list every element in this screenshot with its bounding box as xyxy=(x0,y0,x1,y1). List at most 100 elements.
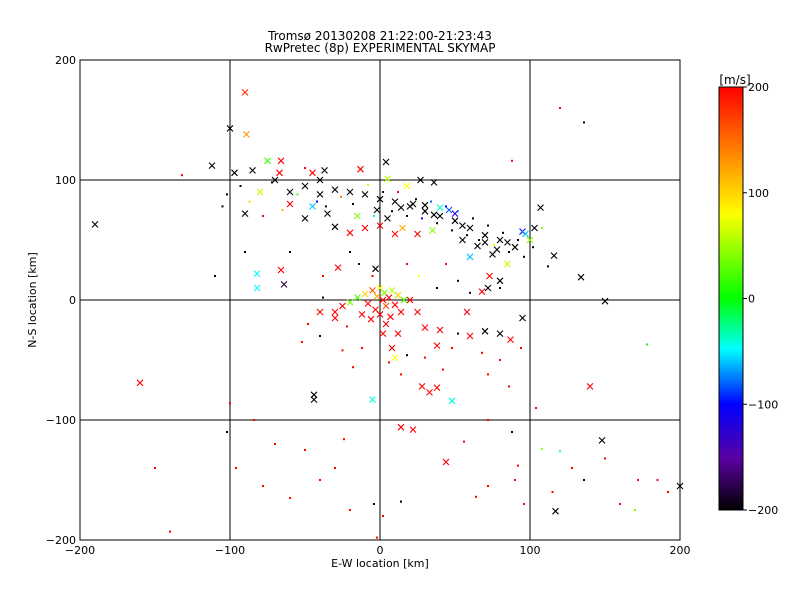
data-dot xyxy=(334,467,336,469)
data-dot xyxy=(463,440,465,443)
data-point xyxy=(331,186,339,193)
colorbar-ticks: 200 100 0 −100 −200 xyxy=(743,81,778,517)
data-dot xyxy=(523,503,525,505)
data-dot xyxy=(406,263,408,265)
colorbar xyxy=(718,86,744,511)
data-dot xyxy=(325,205,327,208)
data-dot xyxy=(523,255,525,258)
data-point xyxy=(442,458,450,466)
data-dot xyxy=(551,491,554,493)
data-point xyxy=(226,125,234,132)
data-point xyxy=(379,296,387,304)
data-dot xyxy=(547,265,549,268)
data-dot xyxy=(466,234,468,237)
data-dot xyxy=(457,279,459,282)
data-point xyxy=(277,157,285,165)
x-tick-label: 200 xyxy=(670,544,691,557)
data-dot xyxy=(451,347,453,349)
data-dot xyxy=(535,407,537,409)
data-point xyxy=(436,212,444,220)
data-point xyxy=(451,217,459,225)
data-point xyxy=(586,383,594,390)
data-dot xyxy=(358,263,360,265)
data-dot xyxy=(508,385,510,388)
data-point xyxy=(445,206,453,214)
data-dot xyxy=(304,167,306,169)
data-dot xyxy=(406,215,408,217)
data-point xyxy=(256,188,264,196)
data-point xyxy=(310,396,318,403)
x-tick-label: 100 xyxy=(520,544,541,557)
data-point xyxy=(459,222,466,229)
data-dot xyxy=(532,246,534,249)
data-dot xyxy=(214,275,216,277)
data-point xyxy=(354,212,361,220)
data-point xyxy=(519,314,526,322)
data-point xyxy=(430,211,438,219)
data-point xyxy=(484,284,492,292)
data-point xyxy=(391,230,399,238)
data-dot xyxy=(571,467,573,469)
colorbar-tick-label: 100 xyxy=(748,187,769,200)
data-point xyxy=(286,200,294,208)
data-dot xyxy=(244,251,246,253)
data-dot xyxy=(391,210,393,213)
colorbar-tick-label: −200 xyxy=(748,504,778,517)
data-dot xyxy=(322,275,324,277)
data-point xyxy=(346,299,354,306)
data-dot xyxy=(319,479,321,481)
data-point xyxy=(376,311,384,318)
data-dot xyxy=(583,479,585,481)
data-point xyxy=(391,301,399,309)
data-dot xyxy=(361,347,363,349)
x-tick-label: −200 xyxy=(65,544,95,557)
data-dot xyxy=(352,203,354,205)
data-dot xyxy=(514,479,516,481)
data-point xyxy=(414,230,421,238)
data-point xyxy=(550,252,558,259)
data-point xyxy=(249,167,256,174)
data-point xyxy=(372,265,379,273)
data-point xyxy=(397,423,405,431)
data-point xyxy=(496,277,504,285)
grid-lines xyxy=(80,60,680,540)
data-dot xyxy=(559,450,561,453)
data-dot xyxy=(239,185,242,187)
data-dot xyxy=(371,275,374,277)
data-point xyxy=(496,236,504,244)
data-dot xyxy=(400,373,402,376)
data-point xyxy=(537,204,544,211)
data-point xyxy=(361,224,369,232)
data-point xyxy=(394,330,402,337)
data-point xyxy=(478,288,486,295)
y-tick-label: 200 xyxy=(55,54,76,67)
data-dot xyxy=(349,251,351,253)
data-dot xyxy=(289,251,291,253)
data-dot xyxy=(289,497,291,499)
data-dot xyxy=(502,231,504,234)
data-point xyxy=(531,224,538,232)
data-point xyxy=(598,437,606,444)
data-dot xyxy=(436,222,438,225)
data-point xyxy=(481,231,489,239)
data-point xyxy=(241,89,249,96)
data-point xyxy=(466,253,474,261)
data-dot xyxy=(445,205,447,208)
y-tick-label: −200 xyxy=(46,534,76,547)
data-dot xyxy=(400,500,402,503)
data-dot xyxy=(248,200,251,203)
data-point xyxy=(301,182,309,190)
x-tick-label: 0 xyxy=(377,544,384,557)
data-point xyxy=(507,336,514,343)
data-point xyxy=(526,236,534,244)
data-dot xyxy=(406,354,408,357)
data-point xyxy=(433,342,441,349)
data-dot xyxy=(517,464,519,467)
data-dot xyxy=(637,479,639,481)
data-dot xyxy=(646,343,648,346)
data-point xyxy=(552,507,559,515)
data-point xyxy=(403,182,411,190)
data-point xyxy=(388,344,396,352)
data-dot xyxy=(229,402,231,405)
